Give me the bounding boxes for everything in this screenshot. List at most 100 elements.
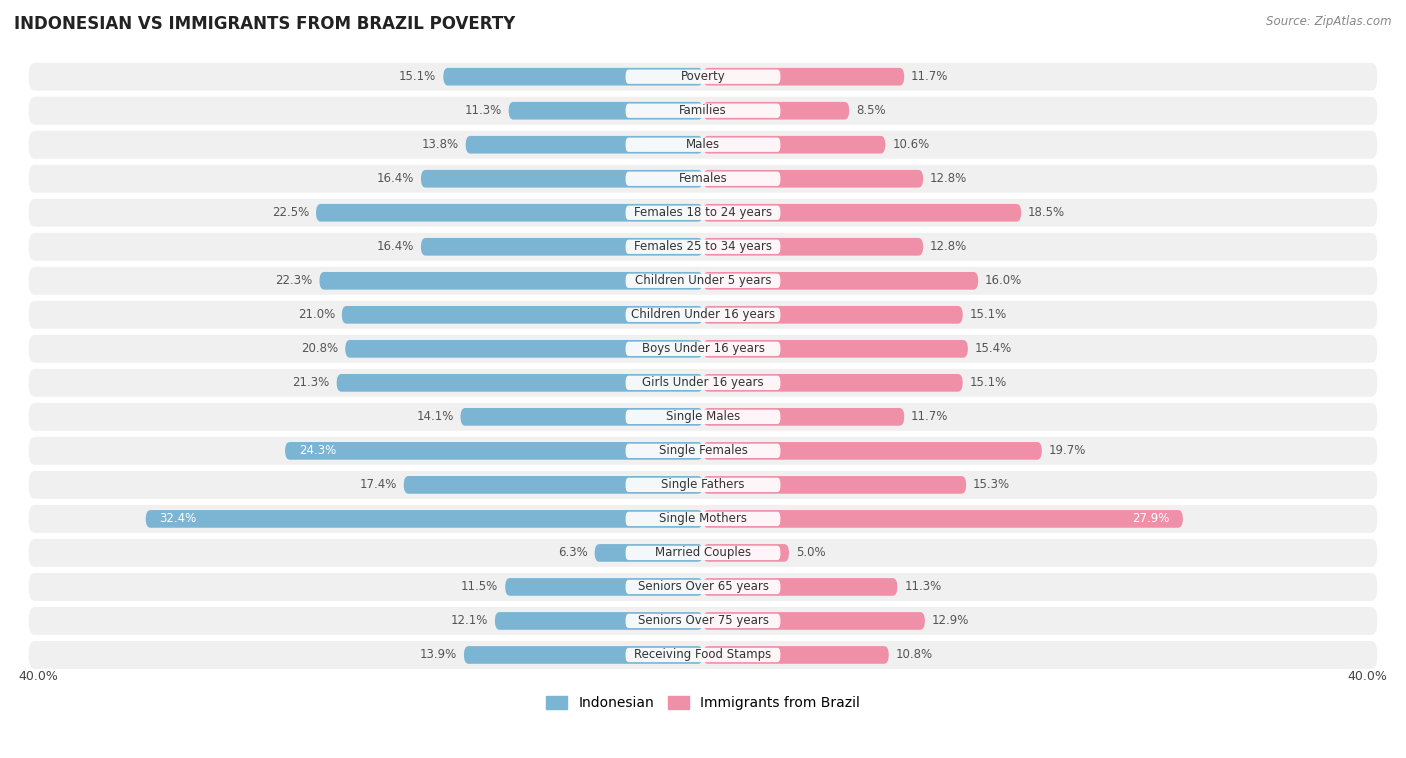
FancyBboxPatch shape — [703, 646, 889, 664]
FancyBboxPatch shape — [703, 272, 979, 290]
FancyBboxPatch shape — [28, 301, 1378, 329]
FancyBboxPatch shape — [509, 102, 703, 120]
FancyBboxPatch shape — [626, 478, 780, 492]
FancyBboxPatch shape — [626, 342, 780, 356]
FancyBboxPatch shape — [626, 443, 780, 458]
Text: 5.0%: 5.0% — [796, 547, 825, 559]
FancyBboxPatch shape — [146, 510, 703, 528]
Text: 8.5%: 8.5% — [856, 104, 886, 117]
FancyBboxPatch shape — [703, 374, 963, 392]
Text: Females 18 to 24 years: Females 18 to 24 years — [634, 206, 772, 219]
Text: Children Under 16 years: Children Under 16 years — [631, 309, 775, 321]
FancyBboxPatch shape — [626, 240, 780, 254]
FancyBboxPatch shape — [703, 306, 963, 324]
FancyBboxPatch shape — [595, 544, 703, 562]
FancyBboxPatch shape — [28, 97, 1378, 124]
FancyBboxPatch shape — [404, 476, 703, 493]
Text: 15.4%: 15.4% — [974, 343, 1012, 356]
Text: 16.0%: 16.0% — [986, 274, 1022, 287]
Text: Children Under 5 years: Children Under 5 years — [634, 274, 772, 287]
FancyBboxPatch shape — [28, 437, 1378, 465]
FancyBboxPatch shape — [626, 614, 780, 628]
FancyBboxPatch shape — [28, 335, 1378, 363]
FancyBboxPatch shape — [28, 607, 1378, 635]
FancyBboxPatch shape — [626, 308, 780, 322]
Text: 13.9%: 13.9% — [420, 648, 457, 662]
FancyBboxPatch shape — [703, 544, 789, 562]
FancyBboxPatch shape — [420, 238, 703, 255]
FancyBboxPatch shape — [285, 442, 703, 459]
FancyBboxPatch shape — [703, 102, 849, 120]
Legend: Indonesian, Immigrants from Brazil: Indonesian, Immigrants from Brazil — [541, 691, 865, 716]
Text: Single Males: Single Males — [666, 410, 740, 424]
Text: 24.3%: 24.3% — [299, 444, 336, 457]
Text: 15.1%: 15.1% — [399, 70, 436, 83]
Text: 10.8%: 10.8% — [896, 648, 932, 662]
Text: 11.7%: 11.7% — [911, 70, 949, 83]
Text: 21.0%: 21.0% — [298, 309, 335, 321]
Text: Girls Under 16 years: Girls Under 16 years — [643, 376, 763, 390]
Text: Source: ZipAtlas.com: Source: ZipAtlas.com — [1267, 15, 1392, 28]
FancyBboxPatch shape — [319, 272, 703, 290]
Text: INDONESIAN VS IMMIGRANTS FROM BRAZIL POVERTY: INDONESIAN VS IMMIGRANTS FROM BRAZIL POV… — [14, 15, 516, 33]
FancyBboxPatch shape — [703, 476, 966, 493]
FancyBboxPatch shape — [28, 369, 1378, 396]
FancyBboxPatch shape — [28, 539, 1378, 567]
FancyBboxPatch shape — [703, 170, 924, 187]
FancyBboxPatch shape — [626, 138, 780, 152]
Text: 15.1%: 15.1% — [970, 376, 1007, 390]
Text: 19.7%: 19.7% — [1049, 444, 1085, 457]
Text: 22.3%: 22.3% — [276, 274, 312, 287]
FancyBboxPatch shape — [464, 646, 703, 664]
Text: Single Fathers: Single Fathers — [661, 478, 745, 491]
FancyBboxPatch shape — [465, 136, 703, 154]
FancyBboxPatch shape — [626, 376, 780, 390]
Text: Married Couples: Married Couples — [655, 547, 751, 559]
FancyBboxPatch shape — [505, 578, 703, 596]
Text: 10.6%: 10.6% — [893, 138, 929, 152]
FancyBboxPatch shape — [28, 199, 1378, 227]
Text: 6.3%: 6.3% — [558, 547, 588, 559]
Text: 11.5%: 11.5% — [461, 581, 498, 594]
FancyBboxPatch shape — [703, 204, 1021, 221]
Text: 20.8%: 20.8% — [301, 343, 339, 356]
FancyBboxPatch shape — [336, 374, 703, 392]
Text: Boys Under 16 years: Boys Under 16 years — [641, 343, 765, 356]
FancyBboxPatch shape — [703, 612, 925, 630]
Text: Females: Females — [679, 172, 727, 185]
Text: 14.1%: 14.1% — [416, 410, 454, 424]
FancyBboxPatch shape — [342, 306, 703, 324]
Text: 12.8%: 12.8% — [929, 172, 967, 185]
FancyBboxPatch shape — [28, 403, 1378, 431]
FancyBboxPatch shape — [703, 442, 1042, 459]
FancyBboxPatch shape — [626, 512, 780, 526]
FancyBboxPatch shape — [703, 408, 904, 426]
FancyBboxPatch shape — [703, 578, 897, 596]
Text: Females 25 to 34 years: Females 25 to 34 years — [634, 240, 772, 253]
FancyBboxPatch shape — [461, 408, 703, 426]
FancyBboxPatch shape — [703, 340, 967, 358]
FancyBboxPatch shape — [703, 510, 1182, 528]
Text: 15.3%: 15.3% — [973, 478, 1010, 491]
Text: 18.5%: 18.5% — [1028, 206, 1066, 219]
Text: 12.1%: 12.1% — [451, 615, 488, 628]
FancyBboxPatch shape — [346, 340, 703, 358]
Text: 17.4%: 17.4% — [360, 478, 396, 491]
FancyBboxPatch shape — [703, 68, 904, 86]
FancyBboxPatch shape — [28, 471, 1378, 499]
Text: Receiving Food Stamps: Receiving Food Stamps — [634, 648, 772, 662]
FancyBboxPatch shape — [28, 63, 1378, 91]
FancyBboxPatch shape — [703, 238, 924, 255]
Text: Seniors Over 75 years: Seniors Over 75 years — [637, 615, 769, 628]
Text: 12.9%: 12.9% — [932, 615, 969, 628]
Text: Families: Families — [679, 104, 727, 117]
Text: Seniors Over 65 years: Seniors Over 65 years — [637, 581, 769, 594]
FancyBboxPatch shape — [28, 233, 1378, 261]
Text: 11.7%: 11.7% — [911, 410, 949, 424]
Text: 12.8%: 12.8% — [929, 240, 967, 253]
Text: 40.0%: 40.0% — [1348, 669, 1388, 682]
FancyBboxPatch shape — [28, 267, 1378, 295]
Text: Poverty: Poverty — [681, 70, 725, 83]
Text: 15.1%: 15.1% — [970, 309, 1007, 321]
Text: 16.4%: 16.4% — [377, 172, 413, 185]
